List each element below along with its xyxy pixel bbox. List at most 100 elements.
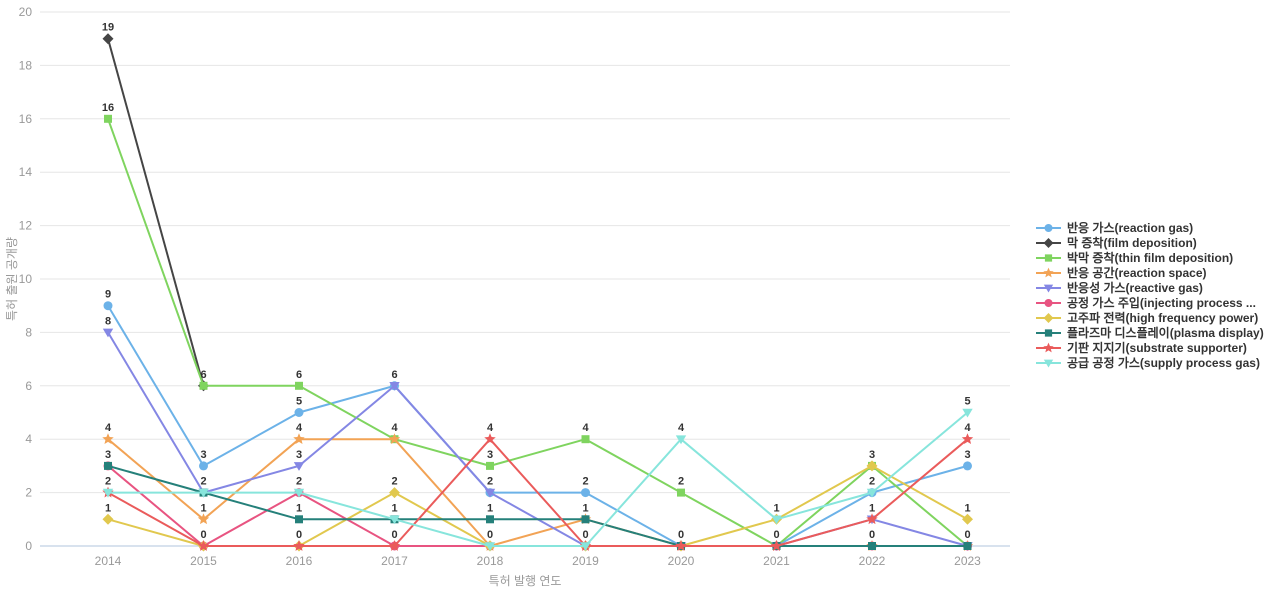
data-point-square	[581, 435, 590, 444]
data-label: 3	[869, 449, 875, 461]
diamond-marker-icon	[1036, 313, 1061, 323]
x-axis-title: 특허 발행 연도	[489, 573, 562, 588]
data-point-diamond	[866, 460, 878, 472]
series-0	[103, 301, 972, 551]
data-point-triangle-down	[675, 435, 687, 445]
grid-lines	[40, 11, 1010, 494]
x-tick-label: 2018	[477, 554, 504, 568]
data-point-triangle-down	[389, 382, 400, 391]
series-line	[108, 411, 969, 547]
legend-label: 반응 공간(reaction space)	[1067, 266, 1207, 280]
data-point-triangle-down	[198, 488, 209, 498]
y-tick-label: 18	[19, 58, 33, 72]
x-tick-label: 2017	[381, 554, 408, 568]
data-label: 0	[869, 529, 875, 541]
series-5	[103, 461, 972, 551]
data-point-square	[486, 461, 494, 470]
data-point-star	[197, 513, 210, 525]
legend-item-0[interactable]: 반응 가스(reaction gas)	[1036, 222, 1264, 234]
triangle-down-marker-icon	[1036, 284, 1061, 293]
data-point-square	[295, 515, 303, 524]
data-label: 1	[582, 502, 588, 514]
square-marker-icon	[1036, 254, 1061, 262]
series-8	[102, 433, 974, 551]
series-9	[102, 408, 973, 551]
data-label: 1	[105, 502, 111, 514]
legend-item-3[interactable]: 반응 공간(reaction space)	[1036, 267, 1264, 279]
data-label: 2	[582, 476, 588, 488]
data-label: 1	[773, 502, 779, 514]
series-4	[102, 328, 973, 551]
data-label: 16	[102, 102, 114, 114]
data-point-circle	[581, 488, 590, 498]
y-axis-title: 특허 출원 공개량	[5, 237, 19, 321]
legend-item-9[interactable]: 공급 공정 가스(supply process gas)	[1036, 357, 1264, 369]
data-point-square	[581, 515, 590, 524]
data-label: 0	[678, 529, 684, 541]
legend-item-7[interactable]: 플라즈마 디스플레이(plasma display)	[1036, 327, 1264, 339]
series-line	[107, 305, 968, 547]
data-point-square	[295, 381, 303, 390]
series-line	[107, 438, 969, 547]
data-label: 2	[869, 476, 875, 488]
data-label: 6	[391, 369, 397, 381]
data-label: 0	[964, 529, 970, 541]
legend-item-8[interactable]: 기판 지지기(substrate supporter)	[1036, 342, 1264, 354]
data-label: 2	[105, 476, 111, 488]
data-label: 0	[391, 529, 397, 541]
data-label: 4	[105, 422, 112, 434]
data-point-triangle-down	[962, 408, 973, 418]
legend-label: 고주파 전력(high frequency power)	[1067, 311, 1259, 325]
legend-item-2[interactable]: 박막 증착(thin film deposition)	[1036, 252, 1264, 264]
data-point-triangle-down	[389, 515, 400, 525]
data-point-star	[961, 433, 974, 445]
data-point-square	[868, 542, 876, 550]
legend-label: 기판 지지기(substrate supporter)	[1067, 341, 1247, 355]
data-point-square	[199, 381, 208, 390]
data-label: 5	[964, 396, 970, 408]
data-point-star	[388, 540, 401, 551]
data-label: 2	[200, 476, 206, 488]
legend-item-1[interactable]: 막 증착(film deposition)	[1036, 237, 1264, 249]
data-point-circle	[199, 461, 208, 471]
data-label: 1	[200, 502, 206, 514]
data-label: 6	[296, 369, 302, 381]
series-7	[104, 461, 972, 550]
data-point-triangle-down	[293, 462, 305, 471]
legend-item-6[interactable]: 고주파 전력(high frequency power)	[1036, 312, 1264, 324]
data-label: 0	[582, 529, 588, 541]
data-label: 1	[391, 502, 397, 514]
data-label: 0	[296, 529, 302, 541]
legend-item-5[interactable]: 공정 가스 주입(injecting process ...	[1036, 297, 1264, 309]
data-label: 6	[200, 369, 206, 381]
data-point-star	[866, 513, 878, 525]
legend-label: 박막 증착(thin film deposition)	[1067, 251, 1234, 265]
circle-marker-icon	[1036, 299, 1061, 307]
data-point-circle	[103, 301, 113, 311]
data-point-square	[104, 461, 112, 470]
data-label: 3	[964, 449, 970, 461]
square-marker-icon	[1036, 329, 1061, 337]
data-point-circle	[963, 461, 972, 471]
data-point-star	[388, 433, 401, 445]
data-point-triangle-down	[866, 488, 878, 498]
y-tick-label: 10	[19, 272, 33, 286]
y-tick-label: 16	[19, 112, 33, 126]
y-tick-label: 0	[25, 539, 32, 553]
data-label: 0	[200, 529, 206, 541]
data-point-star	[770, 540, 783, 551]
data-label: 3	[200, 449, 206, 461]
series-1	[102, 33, 209, 392]
legend-item-4[interactable]: 반응성 가스(reactive gas)	[1036, 282, 1264, 294]
legend-label: 반응성 가스(reactive gas)	[1067, 281, 1203, 295]
data-label: 4	[582, 422, 589, 434]
legend-label: 반응 가스(reaction gas)	[1067, 221, 1194, 235]
data-label: 2	[296, 476, 302, 488]
x-tick-label: 2014	[95, 554, 122, 568]
data-label: 2	[487, 476, 493, 488]
y-tick-label: 20	[19, 5, 33, 19]
